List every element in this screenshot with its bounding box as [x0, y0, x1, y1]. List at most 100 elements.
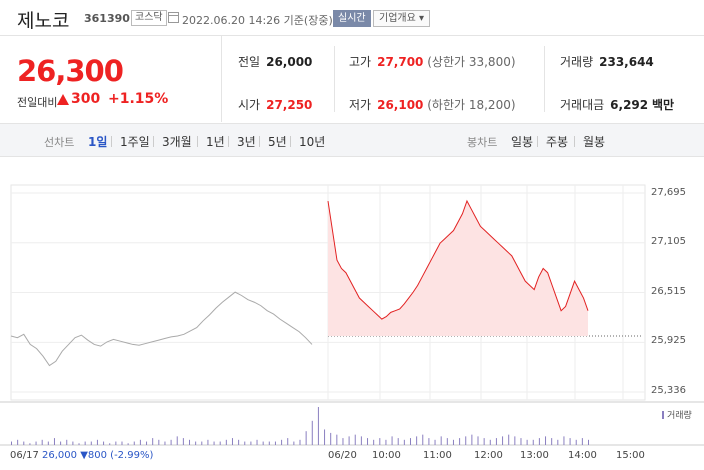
- volume-bar: [268, 441, 270, 445]
- volume-bar: [551, 438, 553, 445]
- volume-bar: [508, 434, 510, 445]
- volume-bar: [575, 439, 577, 445]
- volume-bar: [281, 439, 283, 445]
- candle-monthly[interactable]: 월봉: [583, 135, 606, 149]
- divider: [197, 136, 198, 147]
- period-3m[interactable]: 3개월: [162, 135, 192, 149]
- volume-bar: [121, 441, 123, 445]
- volume-bar: [219, 441, 221, 445]
- volume-bar: [182, 438, 184, 445]
- change-rate: +1.15%: [108, 91, 169, 107]
- price-stats: 전일 26,000 시가 27,250 고가 27,700 (상한가 33,800) …: [222, 36, 704, 122]
- volume-bar: [41, 439, 43, 445]
- divider: [153, 136, 154, 147]
- calendar-icon: [168, 12, 179, 23]
- volume-bar: [201, 441, 203, 445]
- up-triangle-icon: [57, 94, 69, 105]
- volume-bar: [23, 441, 25, 445]
- candle-weekly[interactable]: 주봉: [546, 135, 569, 149]
- volume-bar: [250, 441, 252, 445]
- volume-bar: [287, 438, 289, 445]
- volume-bar: [422, 434, 424, 445]
- realtime-badge[interactable]: 실시간: [333, 10, 371, 27]
- stat-volume: 거래량 233,644: [560, 55, 654, 69]
- volume-bar: [213, 441, 215, 445]
- change-label: 전일대비: [17, 96, 58, 109]
- volume-bar: [354, 434, 356, 445]
- volume-bar: [385, 439, 387, 445]
- today-price-area: [328, 201, 588, 336]
- volume-bar: [115, 441, 117, 445]
- volume-bar: [563, 436, 565, 445]
- volume-bar: [274, 441, 276, 445]
- volume-bar: [207, 439, 209, 445]
- divider: [334, 46, 335, 112]
- period-5y[interactable]: 5년: [268, 135, 287, 149]
- volume-bar: [225, 439, 227, 445]
- divider: [544, 46, 545, 112]
- volume-bar: [403, 439, 405, 445]
- y-tick-label: 27,695: [651, 187, 686, 198]
- volume-bar: [311, 420, 313, 445]
- stat-prev-close: 전일 26,000: [238, 55, 313, 69]
- volume-bar: [90, 441, 92, 445]
- volume-bar: [330, 432, 332, 445]
- volume-bar: [342, 438, 344, 445]
- prev-rate: (-2.99%): [110, 450, 154, 461]
- today-price-line: [327, 199, 589, 320]
- volume-bar: [538, 438, 540, 445]
- volume-bar: [483, 438, 485, 445]
- stat-high: 고가 27,700 (상한가 33,800): [349, 55, 516, 69]
- divider: [111, 136, 112, 147]
- volume-bar: [367, 438, 369, 445]
- y-tick-label: 25,925: [651, 335, 686, 346]
- volume-bar: [152, 438, 154, 445]
- period-1d[interactable]: 1일: [88, 135, 108, 149]
- period-1w[interactable]: 1주일: [120, 135, 150, 149]
- volume-bar: [299, 439, 301, 445]
- period-10y[interactable]: 10년: [299, 135, 326, 149]
- volume-bar: [569, 438, 571, 445]
- volume-bar: [459, 438, 461, 445]
- volume-bar: [471, 434, 473, 445]
- y-tick-label: 27,105: [651, 236, 686, 247]
- stat-low: 저가 26,100 (하한가 18,200): [349, 98, 516, 112]
- volume-bar: [53, 438, 55, 445]
- volume-bar: [146, 441, 148, 445]
- volume-bar: [532, 439, 534, 445]
- volume-bar: [164, 441, 166, 445]
- x-tick-label: 13:00: [520, 450, 549, 461]
- volume-bar: [477, 436, 479, 445]
- company-overview-button[interactable]: 기업개요 ▾: [373, 10, 430, 27]
- divider: [228, 136, 229, 147]
- volume-bar: [495, 438, 497, 445]
- divider: [574, 136, 575, 147]
- volume-bar: [158, 439, 160, 445]
- volume-bar: [170, 439, 172, 445]
- stock-header: 제노코 361390 코스닥 2022.06.20 14:26 기준(장중) 실…: [0, 0, 704, 36]
- volume-bar: [434, 439, 436, 445]
- period-1y[interactable]: 1년: [206, 135, 225, 149]
- y-tick-label: 25,336: [651, 385, 686, 396]
- volume-bar: [109, 443, 111, 445]
- change-value: 300: [71, 91, 101, 107]
- candle-daily[interactable]: 일봉: [511, 135, 534, 149]
- volume-bar: [446, 438, 448, 445]
- volume-bar: [244, 441, 246, 445]
- volume-bar: [195, 441, 197, 445]
- volume-bar: [545, 436, 547, 445]
- stat-amount: 거래대금 6,292 백만: [560, 98, 675, 112]
- volume-bar: [317, 407, 319, 445]
- volume-bar: [526, 439, 528, 445]
- volume-bar: [133, 441, 135, 445]
- datetime-text: 2022.06.20 14:26 기준(장중): [182, 14, 333, 27]
- volume-bar: [465, 436, 467, 445]
- x-tick-label: 15:00: [616, 450, 645, 461]
- volume-bar: [397, 438, 399, 445]
- x-tick-label: 14:00: [568, 450, 597, 461]
- period-3y[interactable]: 3년: [237, 135, 256, 149]
- divider: [259, 136, 260, 147]
- prev-day-info: 06/17 26,000 ▼800 (-2.99%): [10, 450, 153, 461]
- stock-code: 361390: [84, 12, 130, 25]
